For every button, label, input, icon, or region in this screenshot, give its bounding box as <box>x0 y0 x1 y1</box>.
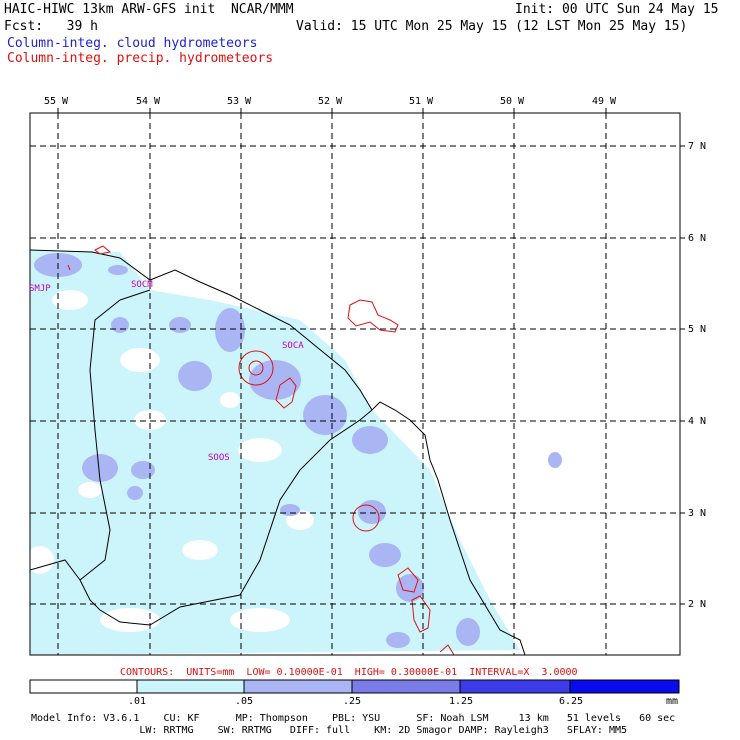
colorbar-tick: .01 <box>128 696 147 707</box>
lat-label: 6 N <box>688 233 707 244</box>
model-info-line1: Model Info: V3.6.1 CU: KF MP: Thompson P… <box>31 713 676 724</box>
lon-label: 54 W <box>136 96 161 107</box>
cloud-field <box>30 250 562 655</box>
lat-label: 4 N <box>688 416 707 427</box>
lon-label: 53 W <box>227 96 252 107</box>
lat-label: 5 N <box>688 324 707 335</box>
valid-time: Valid: 15 UTC Mon 25 May 15 (12 LST Mon … <box>296 19 688 34</box>
model-title: HAIC-HIWC 13km ARW-GFS init NCAR/MMM <box>4 2 294 17</box>
lon-label: 51 W <box>409 96 434 107</box>
init-time: Init: 00 UTC Sun 24 May 15 <box>515 2 719 17</box>
forecast-hour: Fcst: 39 h <box>4 19 98 34</box>
contours-info: CONTOURS: UNITS=mm LOW= 0.10000E-01 HIGH… <box>120 667 578 678</box>
lat-label: 7 N <box>688 141 707 152</box>
colorbar-unit: mm <box>666 696 679 707</box>
colorbar-tick: .25 <box>343 696 362 707</box>
lat-label: 2 N <box>688 599 707 610</box>
lon-label: 55 W <box>44 96 69 107</box>
ticks <box>57 108 685 605</box>
station-label: SOOS <box>208 453 230 463</box>
field-label-precip: Column-integ. precip. hydrometeors <box>7 51 274 66</box>
colorbar-tick: 1.25 <box>449 696 474 707</box>
field-label-cloud: Column-integ. cloud hydrometeors <box>7 36 258 51</box>
precip-contours <box>67 245 455 655</box>
lon-label: 49 W <box>592 96 617 107</box>
lon-label: 50 W <box>500 96 525 107</box>
coastlines <box>30 249 526 655</box>
model-info-line2: LW: RRTMG SW: RRTMG DIFF: full KM: 2D Sm… <box>31 725 628 736</box>
station-label: SOCM <box>131 280 153 290</box>
station-label: SOCA <box>282 341 304 351</box>
lon-label: 52 W <box>318 96 343 107</box>
lat-label: 3 N <box>688 508 707 519</box>
colorbar-tick: .05 <box>235 696 254 707</box>
station-label: SMJP <box>29 284 51 294</box>
graticule <box>30 113 680 655</box>
colorbar-tick: 6.25 <box>559 696 584 707</box>
